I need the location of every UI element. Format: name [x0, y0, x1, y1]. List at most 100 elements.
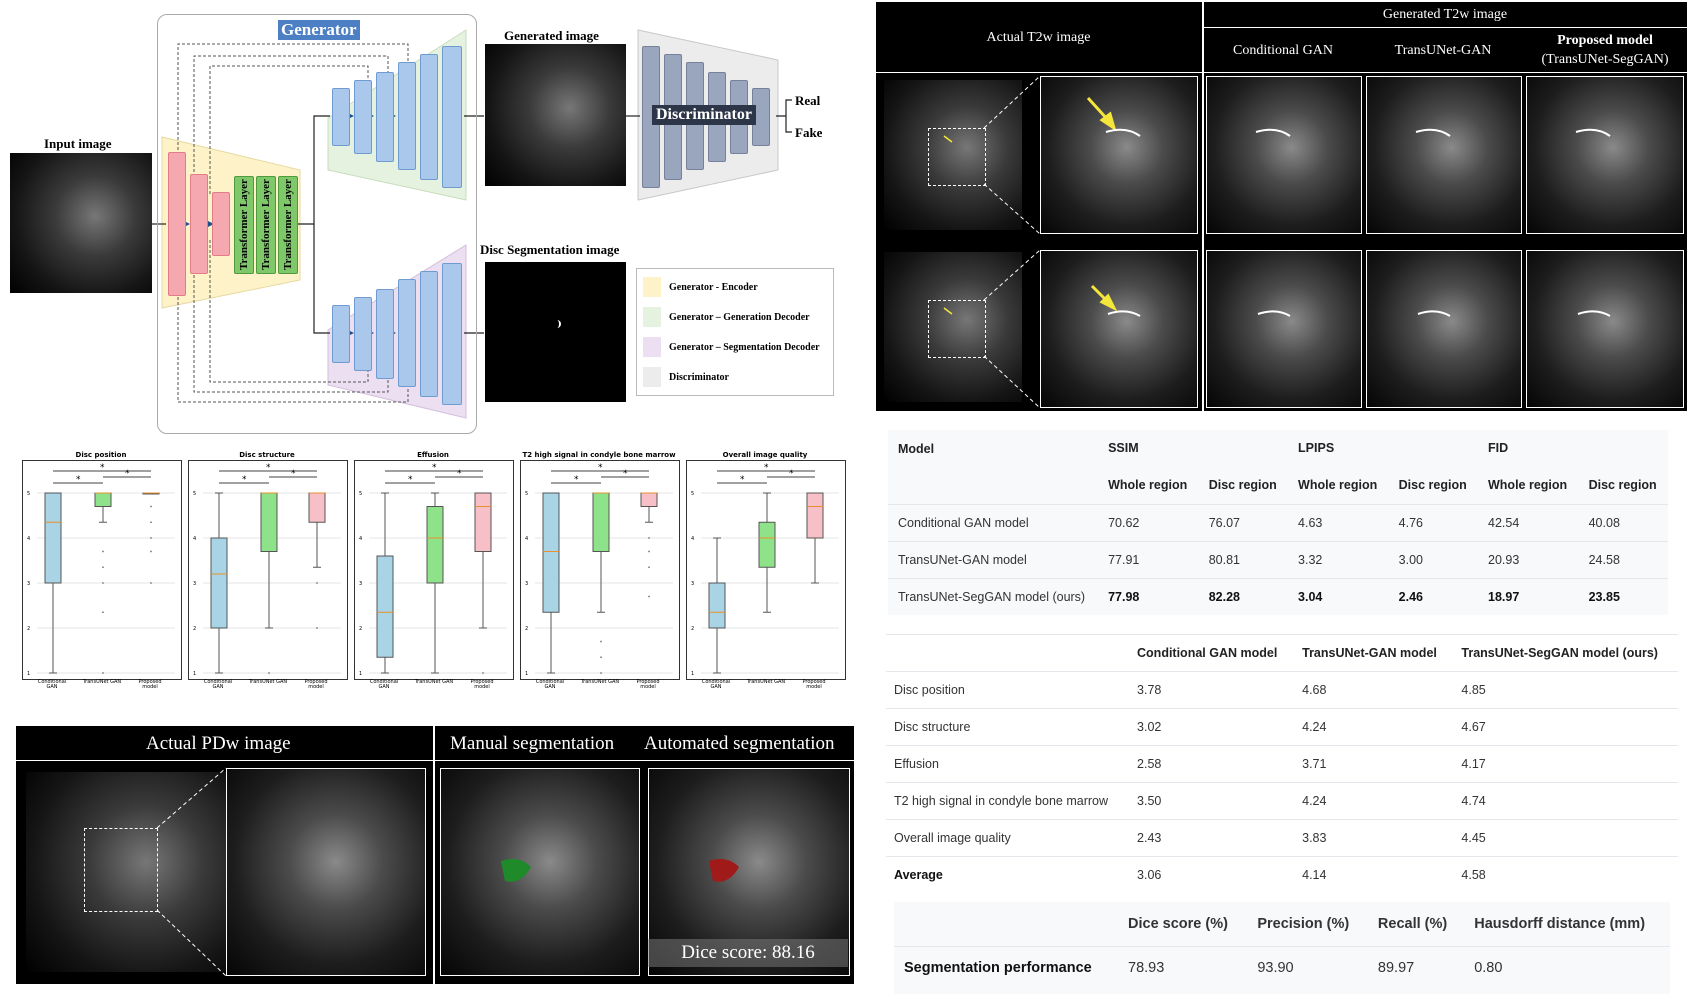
significance-star: *: [291, 469, 296, 479]
outlier-point: [150, 550, 152, 553]
x-tick-label: Proposed model: [138, 679, 162, 690]
y-tick-label: 2: [359, 626, 362, 632]
significance-star: *: [76, 475, 81, 485]
box: [592, 492, 610, 552]
y-tick-label: 4: [691, 536, 694, 542]
transformer-layer: Transformer Layer: [234, 176, 254, 274]
significance-star: *: [457, 469, 462, 479]
x-tick-label: TransUNet GAN: [580, 679, 620, 685]
outlier-point: [102, 566, 104, 569]
discriminator-label: Discriminator: [652, 105, 756, 125]
outlier-point: [102, 582, 104, 584]
significance-star: *: [242, 475, 247, 485]
zoom-box: [928, 300, 986, 358]
significance-star: *: [125, 469, 130, 479]
table-row: Disc position 3.78 4.68 4.85: [886, 671, 1678, 709]
seg-table-wrap: Dice score (%) Precision (%) Recall (%) …: [894, 902, 1670, 994]
table-row: T2 high signal in condyle bone marrow 3.5…: [886, 782, 1678, 820]
subheader: Whole region: [1298, 477, 1378, 492]
t2w-comparison-panel: Actual T2w image Generated T2w image Con…: [876, 2, 1687, 411]
dice-score-label: Dice score: 88.16: [648, 939, 848, 967]
y-tick-label: 1: [359, 671, 362, 677]
auto-seg-header: Automated segmentation: [644, 733, 835, 754]
x-tick-label: TransUNet GAN: [82, 679, 122, 685]
y-tick-label: 5: [193, 491, 196, 497]
x-tick-label: TransUNet GAN: [746, 679, 786, 685]
significance-star: *: [764, 463, 769, 473]
model-header: Model: [898, 442, 935, 456]
x-tick-label: Conditional GAN: [369, 679, 399, 690]
y-tick-label: 2: [193, 626, 196, 632]
outlier-point: [150, 537, 152, 539]
y-tick-label: 5: [525, 491, 528, 497]
y-tick-label: 4: [193, 536, 196, 542]
auto-mask: [709, 859, 739, 882]
significance-star: *: [598, 463, 603, 473]
significance-star: *: [266, 463, 271, 473]
subheader: Disc region: [1398, 477, 1467, 492]
pdw-zoom-actual: [226, 768, 426, 976]
manual-mask: [501, 859, 531, 882]
skip-connections: [177, 43, 409, 403]
box: [308, 492, 326, 523]
generator-box: [157, 14, 477, 434]
metrics-table-wrap: Model SSIM LPIPS FID Whole region Disc r…: [888, 430, 1668, 615]
input-image-label: Input image: [44, 136, 112, 151]
x-tick-label: TransUNet GAN: [248, 679, 288, 685]
subheader: Whole region: [1108, 477, 1188, 492]
table-row: Conditional GAN model 70.62 76.07 4.63 4…: [888, 503, 1668, 541]
legend-item: Discriminator: [643, 367, 729, 387]
plot-title: Overall image quality: [722, 451, 808, 459]
outlier-point: [482, 672, 484, 674]
scores-table-wrap: Conditional GAN model TransUNet-GAN mode…: [886, 634, 1678, 893]
generation-decoder-block: [398, 62, 416, 170]
y-tick-label: 2: [691, 626, 694, 632]
subheader: Disc region: [1208, 477, 1277, 492]
outlier-point: [150, 582, 152, 584]
t2w-zoom-transunet-1: [1366, 76, 1522, 234]
generated-t2w-header: Generated T2w image: [1382, 7, 1508, 22]
t2w-full-image-2: [884, 252, 1022, 402]
outlier-point: [316, 627, 318, 629]
transformer-layer: Transformer Layer: [278, 176, 298, 274]
outlier-point: [268, 672, 270, 674]
outlier-point: [102, 611, 104, 614]
manual-seg-header: Manual segmentation: [450, 733, 615, 754]
table-row: Average 3.06 4.14 4.58: [886, 856, 1678, 893]
box: [44, 492, 62, 584]
y-tick-label: 3: [359, 581, 362, 587]
y-tick-label: 1: [27, 671, 30, 677]
legend-swatch: [643, 367, 661, 387]
significance-star: *: [740, 475, 745, 485]
scores-table: Conditional GAN model TransUNet-GAN mode…: [886, 634, 1678, 893]
y-tick-label: 2: [525, 626, 528, 632]
x-tick-label: Conditional GAN: [535, 679, 565, 690]
x-tick-label: Conditional GAN: [701, 679, 731, 690]
box: [758, 521, 776, 568]
box: [640, 492, 658, 507]
subheader: Whole region: [1488, 477, 1568, 492]
significance-star: *: [623, 469, 628, 479]
outlier-point: [648, 537, 650, 539]
group-header: FID: [1488, 441, 1509, 455]
seg-table: Dice score (%) Precision (%) Recall (%) …: [894, 902, 1670, 990]
zoom-box: [84, 828, 158, 912]
box: [426, 506, 444, 584]
box: [708, 582, 726, 629]
segmentation-decoder-block: [376, 289, 394, 379]
col-proposed-sub: (TransUNet-SegGAN): [1541, 52, 1669, 67]
metrics-table: Model SSIM LPIPS FID Whole region Disc r…: [888, 430, 1668, 615]
group-header: LPIPS: [1298, 441, 1335, 455]
encoder-block: [190, 174, 208, 274]
col-transunet-gan: TransUNet-GAN: [1394, 43, 1492, 58]
plot-title: Effusion: [417, 451, 449, 459]
y-tick-label: 1: [525, 671, 528, 677]
segmentation-decoder-block: [442, 263, 462, 405]
t2w-zoom-cgan-2: [1206, 250, 1362, 408]
x-tick-label: Proposed model: [636, 679, 660, 690]
y-tick-label: 3: [193, 581, 196, 587]
t2w-zoom-transunet-2: [1366, 250, 1522, 408]
outlier-point: [600, 656, 602, 659]
box-plot: 1 2 3 4 5 * * *: [22, 460, 182, 680]
table-row: TransUNet-SegGAN model (ours) 77.98 82.2…: [888, 577, 1668, 615]
